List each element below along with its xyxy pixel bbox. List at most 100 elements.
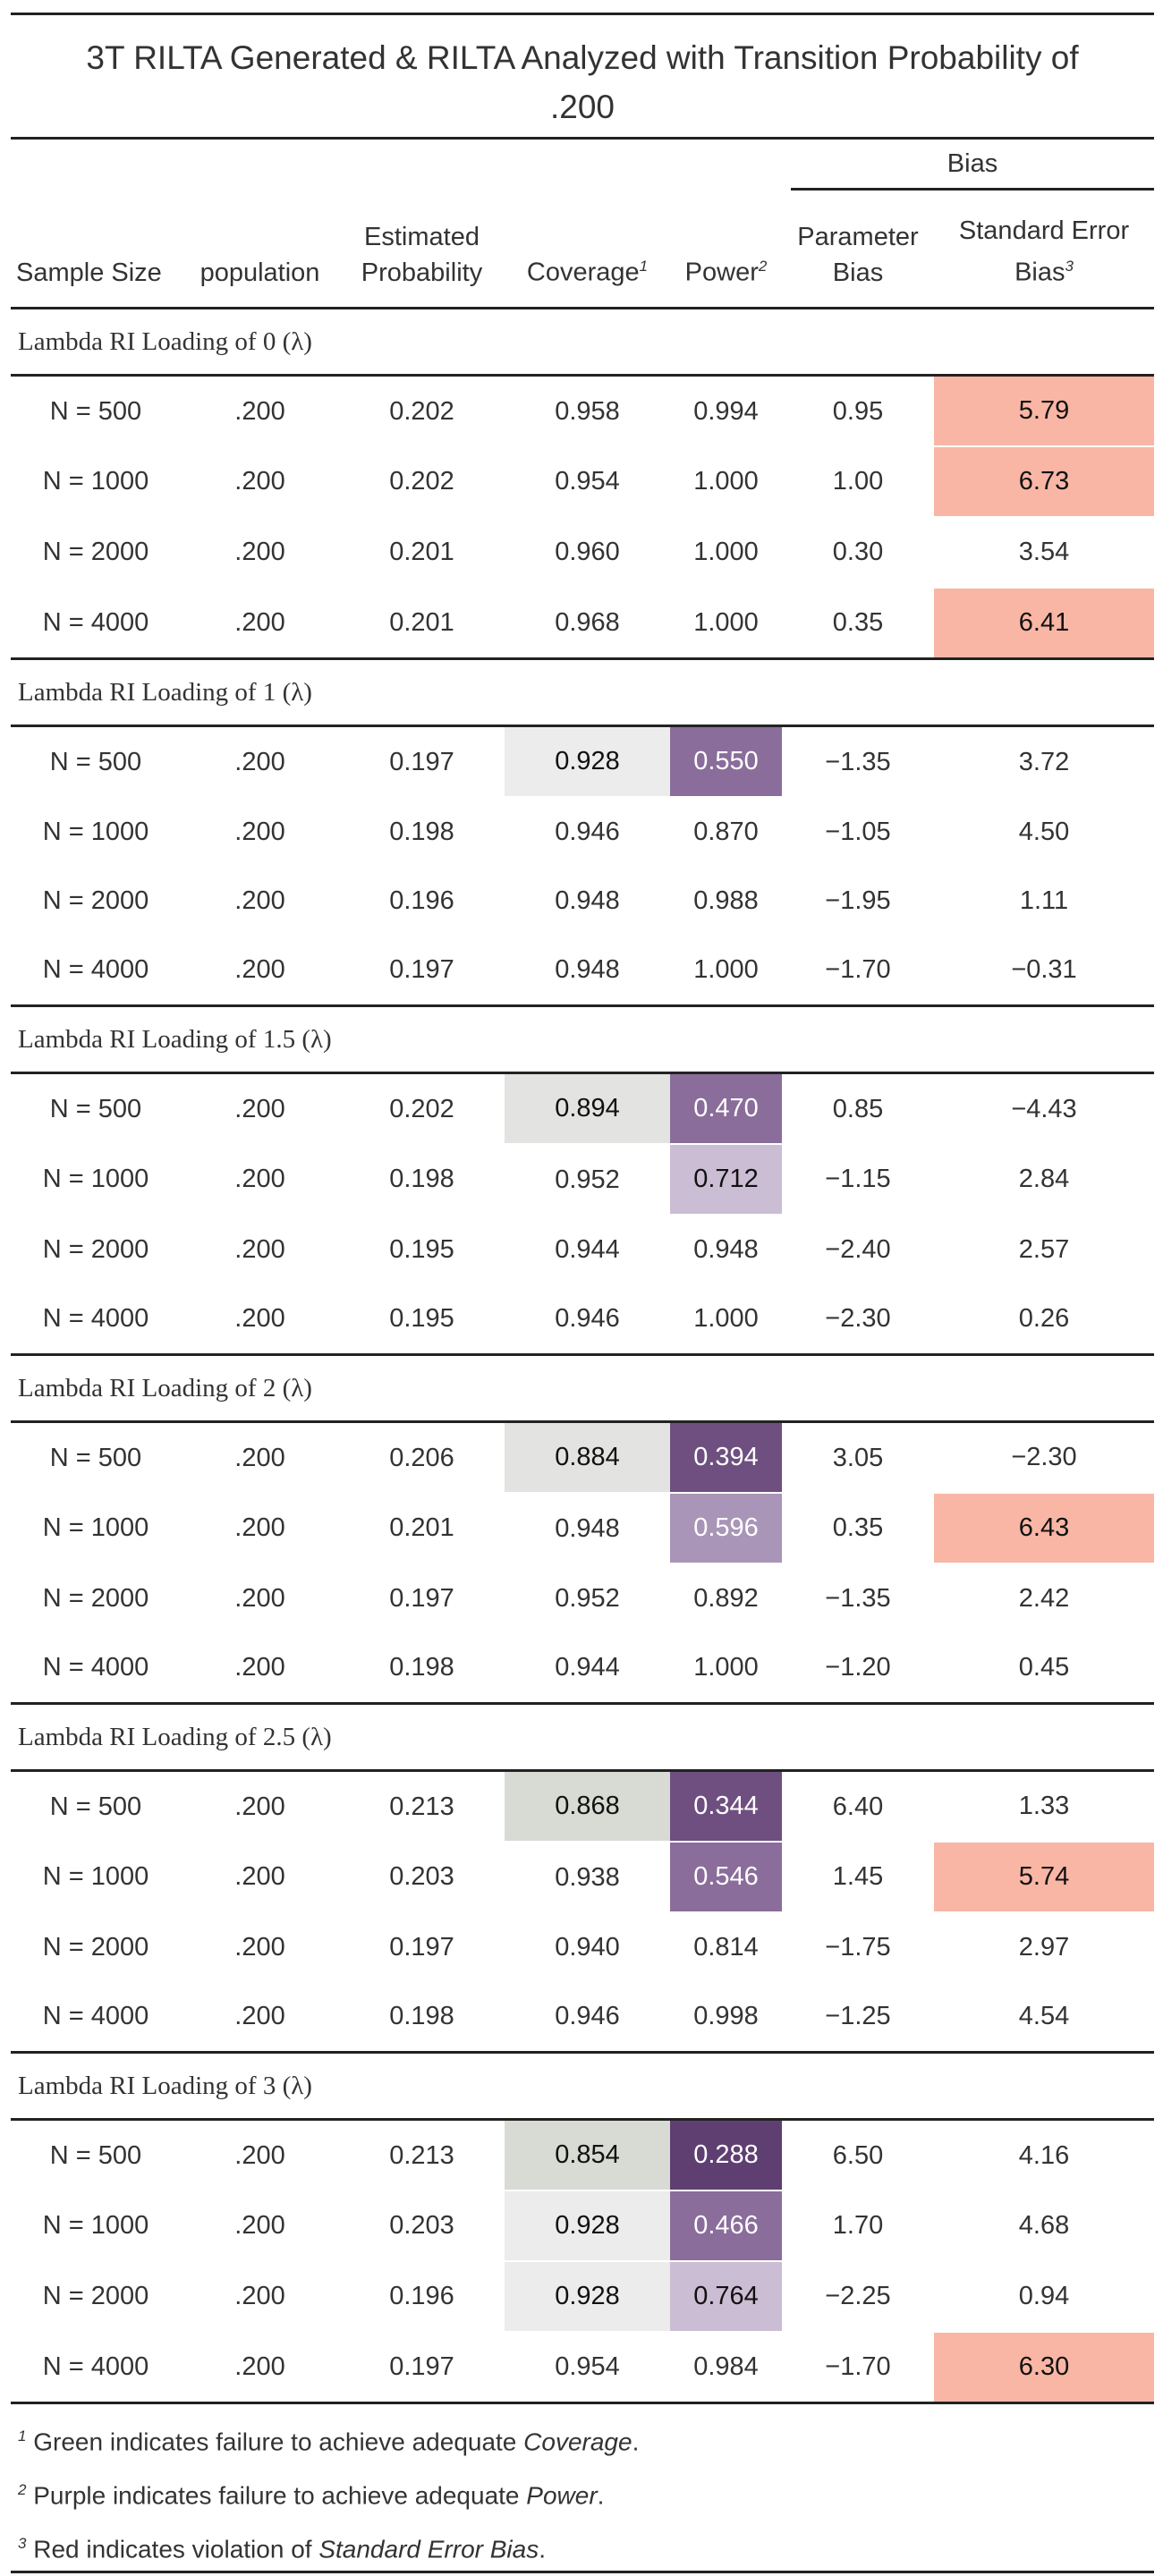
group-label: Lambda RI Loading of 2.5 (λ): [11, 1702, 1155, 1772]
cell-population: .200: [234, 607, 285, 637]
cell-standard-error-bias: 0.45: [1018, 1653, 1070, 1682]
cell-standard-error-bias: 2.57: [1018, 1234, 1070, 1264]
cell-population: .200: [234, 1653, 285, 1682]
group-header-row: Lambda RI Loading of 2.5 (λ): [11, 1702, 1155, 1772]
cell-coverage: 0.968: [555, 607, 620, 637]
header-power-label: Power: [684, 258, 759, 287]
cell-standard-error-bias: −0.31: [1011, 955, 1077, 984]
cell-coverage: 0.928: [505, 2190, 670, 2262]
table-row: N = 2000 .200 0.201 0.960 1.000 0.30 3.54: [11, 517, 1154, 588]
cell-coverage: 0.952: [555, 1583, 620, 1613]
cell-power: 1.000: [693, 467, 759, 496]
cell-sample-size: N = 1000: [42, 467, 149, 496]
footnote-end: .: [539, 2535, 546, 2563]
footnote-marker: 1: [18, 2428, 27, 2445]
bias-group-header: Bias: [782, 140, 1155, 191]
cell-sample-size: N = 4000: [42, 955, 149, 984]
cell-coverage: 0.894: [505, 1072, 670, 1145]
cell-estimated-probability: 0.197: [389, 1932, 454, 1962]
cell-power: 0.814: [693, 1933, 759, 1962]
table-row: N = 500 .200 0.213 0.854 0.288 6.50 4.16: [11, 2118, 1154, 2191]
cell-parameter-bias: 0.35: [832, 607, 884, 637]
title-line-2: .200: [549, 89, 615, 125]
header-estimated-line-2: Probability: [361, 258, 483, 287]
cell-parameter-bias: −1.70: [782, 2332, 934, 2404]
cell-parameter-bias: −1.25: [825, 2002, 891, 2030]
cell-parameter-bias: −1.15: [825, 1165, 891, 1193]
cell-sample-size: N = 2000: [42, 886, 149, 915]
table-row: N = 4000 .200 0.201 0.968 1.000 0.35 6.41: [11, 587, 1155, 660]
cell-standard-error-bias: 5.79: [934, 374, 1155, 447]
cell-estimated-probability: 0.197: [389, 955, 454, 984]
cell-estimated-probability: 0.202: [389, 1094, 454, 1123]
cell-estimated-probability: 0.197: [389, 1583, 454, 1613]
cell-population: .200: [234, 538, 285, 566]
cell-power: 0.712: [670, 1143, 782, 1216]
group-label: Lambda RI Loading of 0 (λ): [11, 307, 1155, 377]
cell-population: .200: [234, 396, 285, 426]
cell-standard-error-bias: 4.50: [1018, 817, 1070, 846]
header-estimated-probability: Estimated Probability: [339, 191, 505, 309]
cell-coverage: 0.952: [555, 1165, 620, 1194]
cell-sample-size: N = 2000: [42, 2282, 149, 2310]
footnote: 2 Purple indicates failure to achieve ad…: [11, 2463, 1154, 2517]
cell-parameter-bias: 1.00: [832, 467, 884, 496]
cell-estimated-probability: 0.198: [389, 817, 454, 846]
group-header-row: Lambda RI Loading of 0 (λ): [11, 307, 1155, 377]
header-parameter-bias: Parameter Bias: [782, 191, 934, 309]
cell-population: .200: [234, 2140, 285, 2170]
cell-power: 0.344: [670, 1769, 782, 1843]
cell-population: .200: [234, 1304, 285, 1333]
cell-parameter-bias: −2.25: [825, 2282, 891, 2310]
cell-coverage: 0.938: [555, 1862, 620, 1892]
cell-coverage: 0.954: [555, 467, 620, 496]
table-row: N = 1000 .200 0.203 0.938 0.546 1.45 5.74: [11, 1841, 1155, 1913]
group-label: Lambda RI Loading of 2 (λ): [11, 1353, 1155, 1423]
cell-parameter-bias: −2.40: [825, 1234, 891, 1264]
cell-power: 1.000: [693, 1304, 759, 1333]
cell-estimated-probability: 0.202: [389, 467, 454, 496]
table-row: N = 4000 .200 0.195 0.946 1.000 −2.30 0.26: [11, 1284, 1154, 1355]
cell-population: .200: [234, 1583, 285, 1613]
cell-standard-error-bias: 3.72: [1018, 747, 1070, 776]
cell-power: 0.394: [670, 1420, 782, 1494]
cell-power: 0.948: [693, 1235, 759, 1264]
cell-power: 0.988: [693, 886, 759, 915]
cell-population: .200: [234, 1443, 285, 1472]
cell-coverage: 0.940: [555, 1932, 620, 1962]
header-coverage-sup: 1: [639, 258, 649, 275]
header-se-sup: 3: [1065, 258, 1074, 275]
cell-sample-size: N = 4000: [11, 2332, 181, 2404]
table-row: N = 500 .200 0.213 0.868 0.344 6.40 1.33: [11, 1769, 1154, 1843]
cell-sample-size: N = 500: [49, 2140, 142, 2170]
cell-sample-size: N = 500: [49, 747, 142, 776]
cell-power: 1.000: [693, 538, 759, 566]
group-header-row: Lambda RI Loading of 2 (λ): [11, 1353, 1155, 1423]
cell-sample-size: N = 1000: [42, 1513, 149, 1542]
header-power-sup: 2: [758, 258, 768, 275]
table-row: N = 2000 .200 0.196 0.928 0.764 −2.25 0.94: [11, 2260, 1154, 2333]
cell-parameter-bias: −1.35: [825, 1583, 891, 1613]
cell-standard-error-bias: 3.54: [1018, 538, 1070, 566]
cell-sample-size: N = 4000: [42, 2002, 149, 2030]
cell-parameter-bias: −1.70: [825, 955, 891, 984]
table-row: N = 2000 .200 0.195 0.944 0.948 −2.40 2.57: [11, 1215, 1154, 1284]
cell-coverage: 0.868: [505, 1769, 670, 1843]
cell-estimated-probability: 0.198: [389, 1653, 454, 1682]
cell-population: .200: [181, 2332, 339, 2404]
cell-power: 0.870: [693, 818, 759, 846]
cell-parameter-bias: 6.50: [832, 2140, 884, 2170]
cell-power: 0.546: [670, 1841, 782, 1913]
cell-standard-error-bias: 5.74: [934, 1841, 1155, 1913]
cell-standard-error-bias: 4.68: [1018, 2211, 1070, 2240]
cell-sample-size: N = 500: [49, 1792, 142, 1821]
group-header-row: Lambda RI Loading of 1 (λ): [11, 657, 1155, 727]
cell-estimated-probability: 0.198: [389, 2002, 454, 2030]
table-row: N = 500 .200 0.197 0.928 0.550 −1.35 3.72: [11, 724, 1154, 798]
cell-coverage: 0.948: [555, 1513, 620, 1543]
cell-sample-size: N = 4000: [42, 607, 149, 637]
cell-standard-error-bias: 2.97: [1018, 1933, 1070, 1962]
table-row: N = 4000.200 0.197 0.954 0.984 −1.70 6.30: [11, 2331, 1155, 2404]
cell-parameter-bias: 0.95: [832, 396, 884, 426]
header-power: Power2: [670, 191, 782, 309]
